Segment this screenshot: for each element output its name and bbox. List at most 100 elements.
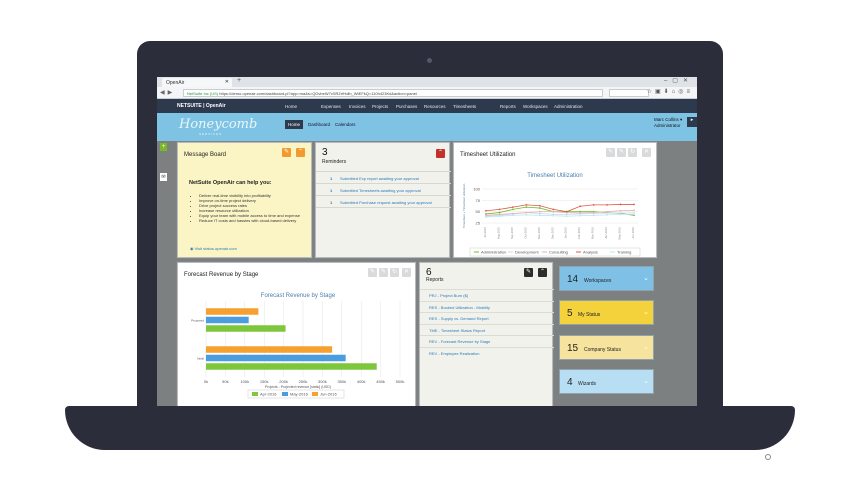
- nav-purchases[interactable]: Purchases: [396, 104, 418, 109]
- legend-swatch: [252, 392, 258, 396]
- edit-icon[interactable]: ✎: [606, 148, 615, 157]
- report-link[interactable]: REV - Forecast Revenue by Stage: [420, 335, 554, 347]
- tile-company-status[interactable]: 15 Company Status ⌄: [559, 335, 654, 360]
- x-tick-label: Mar-2016: [591, 227, 595, 239]
- data-point: [633, 212, 635, 214]
- legend-swatch: [312, 392, 318, 396]
- user-role: Administrator: [654, 123, 681, 128]
- x-tick-label: Jan-2016: [564, 227, 568, 239]
- data-point: [538, 214, 541, 217]
- window-controls-icon[interactable]: –▢✕: [663, 78, 693, 84]
- data-point: [485, 214, 487, 217]
- nav-timesheets[interactable]: Timesheets: [453, 104, 477, 109]
- x-tick-label: 100k: [240, 379, 249, 384]
- screen: OpenAir ✕ + –▢✕ ◀▶ NetSuite Inc (US) htt…: [157, 77, 697, 406]
- add-icon[interactable]: +: [160, 143, 167, 151]
- search-input[interactable]: [609, 89, 649, 97]
- back-forward-icon[interactable]: ◀▶: [160, 90, 176, 96]
- refresh-icon[interactable]: ↻: [628, 148, 637, 157]
- reminder-text: Submitted Exp report awaiting your appro…: [340, 176, 419, 181]
- nav-workspaces[interactable]: Workspaces: [523, 104, 548, 109]
- close-icon[interactable]: ✕: [402, 268, 411, 277]
- tab-home[interactable]: Home: [285, 120, 304, 129]
- address-bar[interactable]: NetSuite Inc (US) https://demo.openair.c…: [183, 89, 603, 97]
- series-line: [485, 213, 634, 218]
- reports-panel: 6 Reports ✎ ⌃ PRJ - Project Burn ($) RES…: [419, 262, 554, 406]
- list-item[interactable]: 1 Submitted Exp report awaiting your appr…: [316, 172, 451, 184]
- user-name: Marc Collins ▾: [654, 117, 683, 122]
- collapse-icon[interactable]: ⌃: [538, 268, 547, 277]
- tab-calendars[interactable]: Calendars: [335, 122, 356, 127]
- list-item[interactable]: 1 Submitted Purchase request awaiting you…: [316, 196, 451, 208]
- x-tick-label: Jul-2015: [483, 227, 487, 238]
- nav-projects[interactable]: Projects: [372, 104, 389, 109]
- status-link[interactable]: ◉ Visit status.openair.com: [190, 246, 237, 251]
- x-tick-label: Feb-2016: [577, 227, 581, 239]
- tile-label: Wizards: [578, 381, 597, 387]
- comment-icon[interactable]: ✉: [160, 173, 167, 181]
- refresh-icon[interactable]: ↻: [390, 268, 399, 277]
- report-link[interactable]: RES - Supply vs. Demand Report: [420, 312, 554, 324]
- data-point: [512, 212, 514, 215]
- tab-dashboard[interactable]: Dashboard: [308, 122, 331, 127]
- data-point: [619, 213, 622, 216]
- data-point: [606, 210, 608, 213]
- x-tick-label: Aug-2015: [496, 227, 500, 240]
- report-link[interactable]: PRJ - Project Burn ($): [420, 289, 554, 301]
- nav-reports[interactable]: Reports: [500, 104, 516, 109]
- settings-icon[interactable]: ✎: [617, 148, 626, 157]
- list-item: Drive project success rates: [199, 203, 306, 208]
- edit-icon[interactable]: ✎: [368, 268, 377, 277]
- nav-expenses[interactable]: Expenses: [321, 104, 341, 109]
- tile-count: 4: [567, 377, 573, 388]
- tile-label: Workspaces: [584, 278, 612, 284]
- toolbar-icons[interactable]: ☆▣⬇⌂◎≡: [646, 89, 693, 95]
- edit-icon[interactable]: ✎: [524, 268, 533, 277]
- user-settings-button[interactable]: ▸: [687, 117, 697, 127]
- settings-icon[interactable]: ✎: [379, 268, 388, 277]
- data-point: [552, 208, 555, 211]
- edit-icon[interactable]: ✎: [282, 148, 291, 157]
- bar: [206, 354, 346, 362]
- close-tab-icon[interactable]: ✕: [224, 79, 229, 85]
- forecast-chart: Forecast Revenue by Stage 0k 50k 100k 150k 20…: [191, 293, 404, 399]
- close-icon[interactable]: ✕: [642, 148, 651, 157]
- tile-wizards[interactable]: 4 Wizards ⌄: [559, 369, 654, 394]
- data-point: [498, 215, 501, 218]
- report-link[interactable]: TME - Timesheet Status Report: [420, 323, 554, 336]
- data-point: [538, 204, 541, 207]
- data-point: [565, 215, 568, 218]
- nav-administration[interactable]: Administration: [554, 104, 583, 109]
- tile-my-status[interactable]: 5 My Status ⌄: [559, 300, 654, 325]
- x-tick-label: 400k: [357, 379, 366, 384]
- user-menu[interactable]: Marc Collins ▾ Administrator: [654, 117, 682, 129]
- browser-tabbar: OpenAir ✕ + –▢✕: [157, 77, 697, 87]
- category-label: Proposed: [191, 319, 204, 323]
- report-link[interactable]: RES - Booked Utilization - Mobility: [420, 300, 554, 313]
- collapse-icon[interactable]: ⌃: [296, 148, 305, 157]
- reminders-panel: 3 Reminders ⌃ 1 Submitted Exp report awai…: [315, 142, 451, 258]
- data-point: [565, 210, 568, 213]
- nav-invoices[interactable]: Invoices: [349, 104, 366, 109]
- series-line: [485, 204, 634, 213]
- reminder-text: Submitted Timesheets awaiting your appro…: [340, 188, 421, 193]
- timesheet-chart: Timesheet Utilization Timesheet + Timeshe…: [462, 173, 641, 257]
- data-point: [579, 205, 582, 208]
- nav-home[interactable]: Home: [285, 104, 298, 109]
- reports-count: 6: [426, 267, 432, 278]
- data-point: [512, 214, 514, 217]
- y-tick-label: 75: [476, 198, 481, 203]
- data-point: [552, 213, 555, 216]
- list-item[interactable]: 1 Submitted Timesheets awaiting your appr…: [316, 184, 451, 196]
- collapse-icon[interactable]: ⌃: [436, 149, 445, 158]
- x-tick-label: Jun-2016: [631, 227, 635, 239]
- timesheet-title: Timesheet Utilization: [460, 152, 516, 158]
- report-link[interactable]: REV - Employee Realization: [420, 346, 554, 359]
- data-point: [633, 209, 635, 212]
- tile-workspaces[interactable]: 14 Workspaces ⌄: [559, 266, 654, 291]
- message-list: Deliver real-time visibility into profit…: [191, 193, 306, 223]
- new-tab-icon[interactable]: +: [237, 77, 242, 84]
- tile-count: 14: [567, 274, 579, 285]
- browser-tab[interactable]: OpenAir ✕: [162, 78, 232, 87]
- nav-resources[interactable]: Resources: [424, 104, 446, 109]
